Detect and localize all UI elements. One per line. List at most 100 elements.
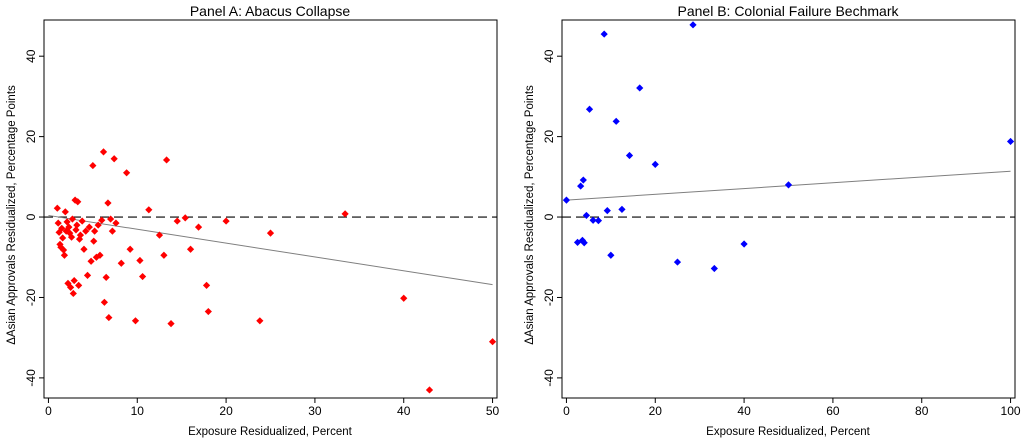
panel-a-data-point xyxy=(126,245,134,253)
panel-a-data-point xyxy=(59,234,67,242)
panel-a-x-tick-label: 10 xyxy=(131,404,145,418)
panel-b-data-point xyxy=(578,236,587,244)
panel-a-data-point xyxy=(425,386,434,394)
panel-a-x-axis-label: Exposure Residualized, Percent xyxy=(188,426,352,438)
panel-a-title: Panel A: Abacus Collapse xyxy=(190,3,351,19)
panel-a-data-point xyxy=(155,231,164,239)
panel-b-data-point xyxy=(689,21,697,29)
panel-a-data-point xyxy=(58,224,66,232)
panel-a-x-tick-label: 50 xyxy=(486,404,500,418)
panel-b-data-point xyxy=(740,240,748,248)
panel-b-x-tick-label: 100 xyxy=(1001,404,1021,418)
panel-b-y-tick-label: 40 xyxy=(542,49,556,63)
panel-b-data-point xyxy=(710,264,718,273)
panel-a-fit-line xyxy=(48,214,493,286)
panel-b-data-point xyxy=(651,160,659,168)
panel-b-data-point xyxy=(585,105,594,113)
panel-a-data-point xyxy=(75,281,83,290)
panel-b-y-tick-label: 20 xyxy=(542,130,556,144)
panel-a-x-tick-label: 40 xyxy=(397,404,411,418)
panel-a-data-point xyxy=(85,223,93,231)
panel-b-data-point xyxy=(577,182,585,190)
panel-a-data-point xyxy=(107,215,115,223)
panel-a-data-point xyxy=(256,317,264,325)
panel-a-data-point xyxy=(98,216,106,224)
panel-b-data-point xyxy=(580,239,588,247)
panel-a-y-tick-label: 0 xyxy=(24,213,38,220)
panel-a-y-axis-label: ΔAsian Approvals Residualized, Percentag… xyxy=(6,85,18,345)
panel-a-data-point xyxy=(138,272,147,281)
panel-a-data-point xyxy=(131,317,140,325)
panel-b-x-tick-label: 80 xyxy=(915,404,929,418)
panel-b-data-point xyxy=(612,117,620,125)
panel-a-data-point xyxy=(102,273,110,281)
panel-a-data-point xyxy=(80,245,88,253)
panel-b-x-axis-label: Exposure Residualized, Percent xyxy=(706,426,870,438)
panel-a-data-point xyxy=(341,210,349,218)
panel-b-data-point xyxy=(589,216,597,224)
panel-a-data-point xyxy=(55,228,63,236)
panel-a-data-point xyxy=(68,215,77,223)
panel-b-y-tick-label: -40 xyxy=(542,369,556,387)
panel-a-data-point xyxy=(123,169,131,177)
panel-a-data-point xyxy=(100,298,108,306)
panel-a-data-point xyxy=(112,219,120,227)
panel-b-x-tick-label: 40 xyxy=(737,404,751,418)
panel-a-data-point xyxy=(488,338,497,346)
panel-a-y-tick-label: 40 xyxy=(24,49,38,63)
panel-a: Panel A: Abacus Collapse Exposure Residu… xyxy=(6,3,500,438)
panel-a-data-point xyxy=(59,246,68,254)
panel-a-data-point xyxy=(53,204,61,212)
panel-b-data-point xyxy=(673,258,682,266)
panel-b-data-point xyxy=(594,217,603,225)
panel-a-data-point xyxy=(117,259,125,267)
panel-a-data-point xyxy=(54,219,62,227)
panel-a-data-point xyxy=(90,237,98,245)
panel-a-data-point xyxy=(160,251,168,259)
panel-b-title: Panel B: Colonial Failure Bechmark xyxy=(678,3,900,19)
panel-a-plot-frame xyxy=(43,19,498,399)
panel-a-data-point xyxy=(67,233,76,241)
panel-a-data-point xyxy=(89,161,97,170)
panel-a-data-point xyxy=(87,257,95,265)
panel-a-data-point xyxy=(94,221,102,229)
panel-a-data-point xyxy=(162,156,171,164)
panel-a-y-tick-label: 20 xyxy=(24,130,38,144)
panel-a-data-point xyxy=(91,227,99,235)
panel-b-data-point xyxy=(618,205,626,214)
panel-a-data-point xyxy=(61,208,69,216)
panel-a-data-point xyxy=(222,217,230,225)
panel-a-data-point xyxy=(99,148,108,156)
panel-b-plot-frame xyxy=(561,19,1016,399)
panel-b: Panel B: Colonial Failure Bechmark Expos… xyxy=(524,3,1021,438)
panel-a-data-point xyxy=(108,227,116,235)
panel-b-data-point xyxy=(607,251,615,259)
panel-b-data-point xyxy=(582,211,591,220)
panel-b-data-point xyxy=(600,30,608,38)
panel-b-y-tick-label: -20 xyxy=(542,288,556,306)
panel-a-data-point xyxy=(82,227,90,235)
panel-b-data-point xyxy=(636,84,644,92)
panel-b-x-tick-label: 60 xyxy=(826,404,840,418)
panel-a-data-point xyxy=(70,276,78,285)
panel-a-data-point xyxy=(136,256,144,265)
panel-b-data-point xyxy=(625,151,634,160)
panel-a-data-point xyxy=(72,226,80,234)
panel-b-x-tick-label: 20 xyxy=(649,404,663,418)
panel-a-y-tick-label: -20 xyxy=(24,288,38,306)
panel-b-x-tick-label: 0 xyxy=(563,404,570,418)
panel-a-x-tick-label: 0 xyxy=(45,404,52,418)
panel-a-data-point xyxy=(400,294,408,302)
panel-a-data-point xyxy=(65,223,73,231)
panel-a-data-point xyxy=(266,229,275,237)
panel-b-data-point xyxy=(562,196,571,204)
panel-a-data-point xyxy=(76,231,85,239)
panel-a-data-point xyxy=(104,199,112,207)
panel-a-data-point xyxy=(83,271,92,279)
panel-a-data-point xyxy=(167,320,175,328)
panel-a-data-point xyxy=(60,251,69,259)
panel-a-data-point xyxy=(204,307,212,316)
panel-a-data-point xyxy=(105,313,113,322)
panel-a-data-point xyxy=(145,206,153,214)
panel-a-data-point xyxy=(110,155,118,163)
